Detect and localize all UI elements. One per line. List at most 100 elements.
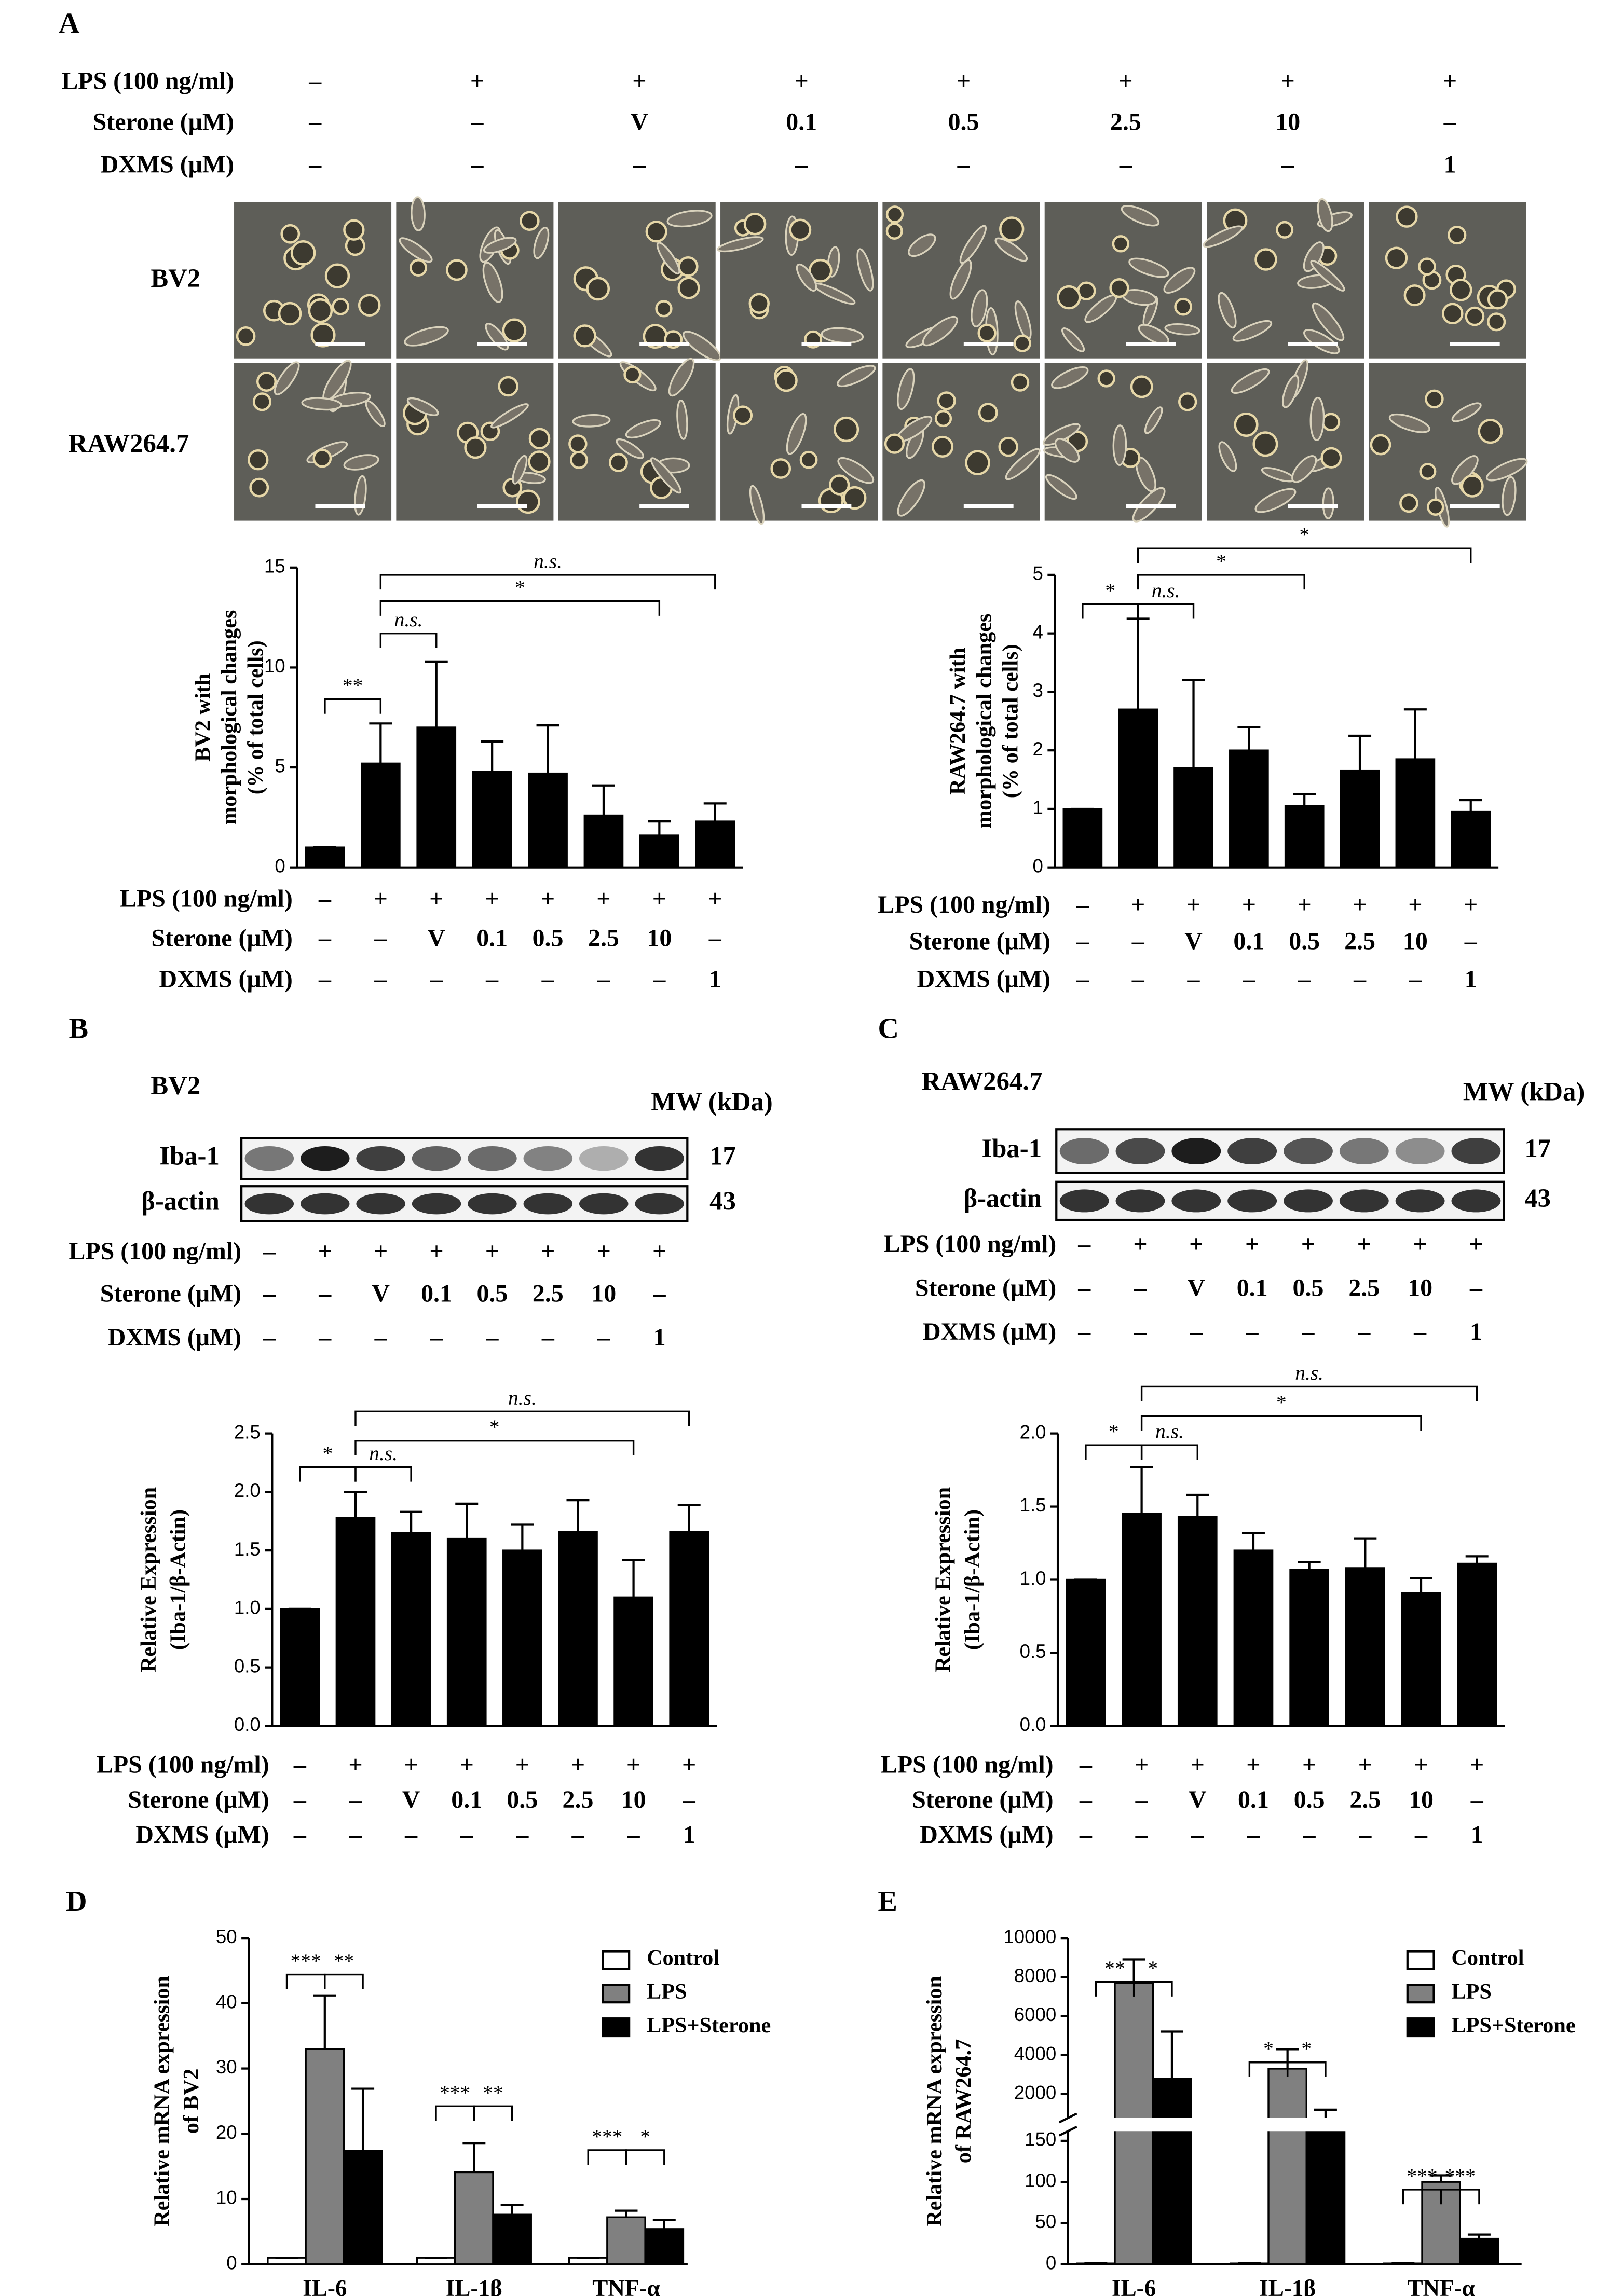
treatment-cell: 0.5 (1289, 927, 1320, 955)
treatment-cell: – (1301, 1318, 1315, 1345)
bar (1401, 1592, 1441, 1727)
treatment-cell: + (1357, 1230, 1371, 1258)
treatment-cell: – (308, 150, 322, 178)
treatment-cell: – (374, 966, 387, 993)
cell (616, 438, 645, 459)
cell (884, 433, 905, 454)
axis-break (1056, 2118, 1522, 2132)
treatment-cell: + (1281, 67, 1295, 95)
cell (324, 263, 350, 288)
y-axis-label: Relative mRNA expression (149, 1976, 174, 2226)
treatment-label: Sterone (μM) (128, 1786, 269, 1813)
bar (613, 1596, 653, 1727)
x-tick-label: TNF-α (1407, 2275, 1475, 2296)
legend-swatch (602, 1950, 631, 1970)
treatment-cell: 2.5 (1344, 927, 1375, 955)
significance-label: * (640, 2125, 650, 2148)
treatment-cell: – (1135, 1821, 1149, 1849)
cell (799, 450, 818, 469)
significance-label: * (489, 1415, 500, 1438)
legend-swatch (1406, 2017, 1435, 2038)
significance-bracket (324, 698, 382, 714)
panel-label: E (878, 1886, 897, 1918)
mw-label: 43 (709, 1187, 736, 1216)
cell (278, 301, 302, 326)
significance-bracket (379, 632, 438, 648)
cell (1112, 235, 1130, 253)
treatment-cell: – (541, 966, 555, 993)
cell (573, 324, 596, 348)
treatment-cell: – (263, 1238, 276, 1265)
cell (1130, 375, 1153, 398)
mw-header: MW (kDa) (651, 1087, 772, 1116)
cell (528, 450, 551, 473)
cell (965, 450, 990, 476)
significance-label: * (1148, 1957, 1158, 1979)
cell (683, 331, 721, 361)
bar (1229, 749, 1269, 869)
blot-band (1059, 1189, 1109, 1213)
cell-line-label: BV2 (151, 264, 200, 293)
treatment-cell: 10 (1408, 1274, 1432, 1301)
bar (305, 846, 345, 869)
cell (717, 236, 764, 253)
treatment-cell: – (1358, 1821, 1372, 1849)
treatment-label: LPS (100 ng/ml) (97, 1751, 269, 1778)
treatment-cell: + (1298, 891, 1312, 918)
treatment-cell: 0.5 (507, 1786, 538, 1813)
significance-bracket (1286, 2061, 1327, 2077)
y-axis-label: Relative Expression (137, 1487, 161, 1672)
cell (1403, 284, 1426, 307)
significance-label: n.s. (1155, 1420, 1184, 1443)
treatment-cell: 0.1 (786, 108, 817, 136)
x-tick-label: IL-6 (1112, 2275, 1156, 2296)
cell (570, 451, 588, 469)
treatment-cell: 0.5 (1294, 1786, 1325, 1813)
treatment-cell: – (1190, 1318, 1203, 1345)
protein-label: Iba-1 (981, 1134, 1042, 1163)
legend-label: LPS (647, 1979, 687, 2004)
cell (358, 294, 381, 317)
bar (639, 834, 679, 869)
y-tick-label: 6000 (1014, 2004, 1056, 2025)
cell (1281, 375, 1300, 408)
treatment-cell: 10 (1275, 108, 1300, 136)
treatment-cell: 0.1 (1237, 1274, 1268, 1301)
y-tick-label: 100 (1025, 2170, 1056, 2191)
treatment-cell: – (1247, 1821, 1260, 1849)
y-tick-label: 4 (1033, 621, 1043, 642)
cell (1399, 493, 1418, 513)
treatment-cell: V (631, 108, 649, 136)
treatment-cell: 0.1 (421, 1280, 452, 1308)
bar (644, 2228, 685, 2265)
significance-bracket (1137, 603, 1195, 619)
treatment-cell: – (652, 966, 666, 993)
treatment-cell: + (1246, 1751, 1260, 1778)
treatment-cell: 1 (1465, 966, 1477, 993)
treatment-cell: + (374, 1238, 388, 1265)
treatment-cell: + (1242, 891, 1256, 918)
cell (249, 477, 269, 498)
treatment-cell: + (485, 885, 499, 913)
cell (837, 457, 875, 484)
y-tick-label: 2.0 (1020, 1421, 1046, 1442)
significance-bracket (324, 1973, 364, 1989)
micrograph (1369, 202, 1526, 359)
cell (999, 216, 1025, 242)
cell-line-label: BV2 (151, 1071, 200, 1100)
bar (446, 1537, 487, 1727)
y-tick-label: 15 (264, 555, 285, 576)
significance-label: n.s. (508, 1386, 537, 1409)
treatment-cell: + (429, 885, 443, 913)
cell (885, 222, 903, 240)
treatment-cell: – (349, 1821, 362, 1849)
treatment-cell: 0.1 (451, 1786, 482, 1813)
treatment-cell: – (1079, 1786, 1093, 1813)
y-tick-label: 10000 (1003, 1926, 1056, 1947)
treatment-cell: + (626, 1751, 640, 1778)
y-tick-label: 2.5 (234, 1421, 261, 1442)
cell (1234, 412, 1259, 437)
treatment-cell: – (1353, 966, 1367, 993)
cell (1163, 267, 1196, 294)
